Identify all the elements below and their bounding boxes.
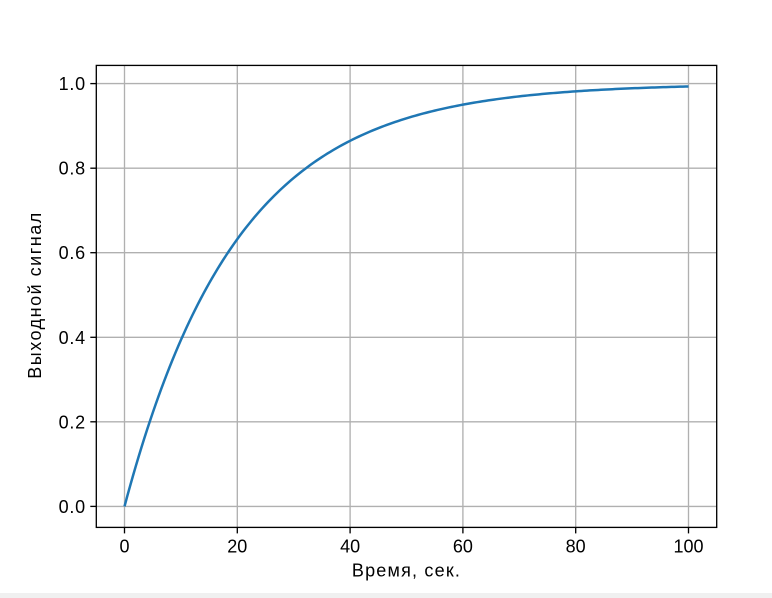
- svg-text:0.4: 0.4: [59, 328, 86, 348]
- svg-text:1.0: 1.0: [59, 74, 86, 94]
- svg-text:0: 0: [119, 537, 129, 557]
- svg-text:40: 40: [340, 537, 360, 557]
- svg-text:0.0: 0.0: [59, 497, 86, 517]
- svg-text:0.2: 0.2: [59, 412, 86, 432]
- svg-text:100: 100: [673, 537, 703, 557]
- svg-text:60: 60: [453, 537, 473, 557]
- svg-text:0.6: 0.6: [59, 243, 86, 263]
- svg-text:0.8: 0.8: [59, 159, 86, 179]
- svg-text:Время, сек.: Время, сек.: [352, 560, 461, 580]
- svg-text:20: 20: [227, 537, 247, 557]
- svg-text:Выходной сигнал: Выходной сигнал: [25, 211, 45, 378]
- svg-text:80: 80: [566, 537, 586, 557]
